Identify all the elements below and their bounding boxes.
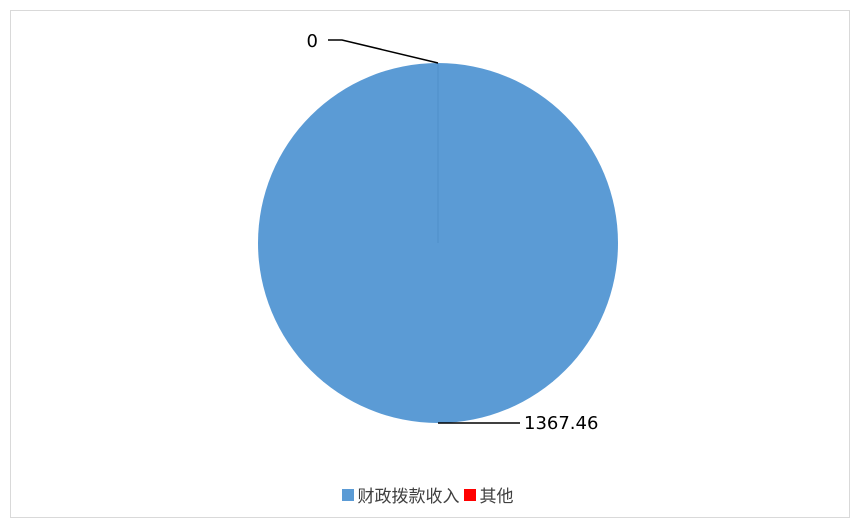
legend-label: 其他 [479, 487, 514, 507]
legend-label: 财政拨款收入 [357, 487, 460, 507]
legend-item-0: 财政拨款收入 [341, 482, 460, 507]
data-label-main: 1367.46 [524, 413, 598, 434]
legend-swatch [463, 488, 476, 501]
pie-slices [258, 63, 618, 423]
legend: 财政拨款收入 其他 [0, 482, 855, 507]
leader-line-other [328, 39, 439, 64]
legend-swatch [341, 488, 354, 501]
data-label-other: 0 [307, 31, 318, 52]
legend-item-1: 其他 [463, 482, 514, 507]
data-labels: 0 1367.46 [307, 31, 599, 434]
